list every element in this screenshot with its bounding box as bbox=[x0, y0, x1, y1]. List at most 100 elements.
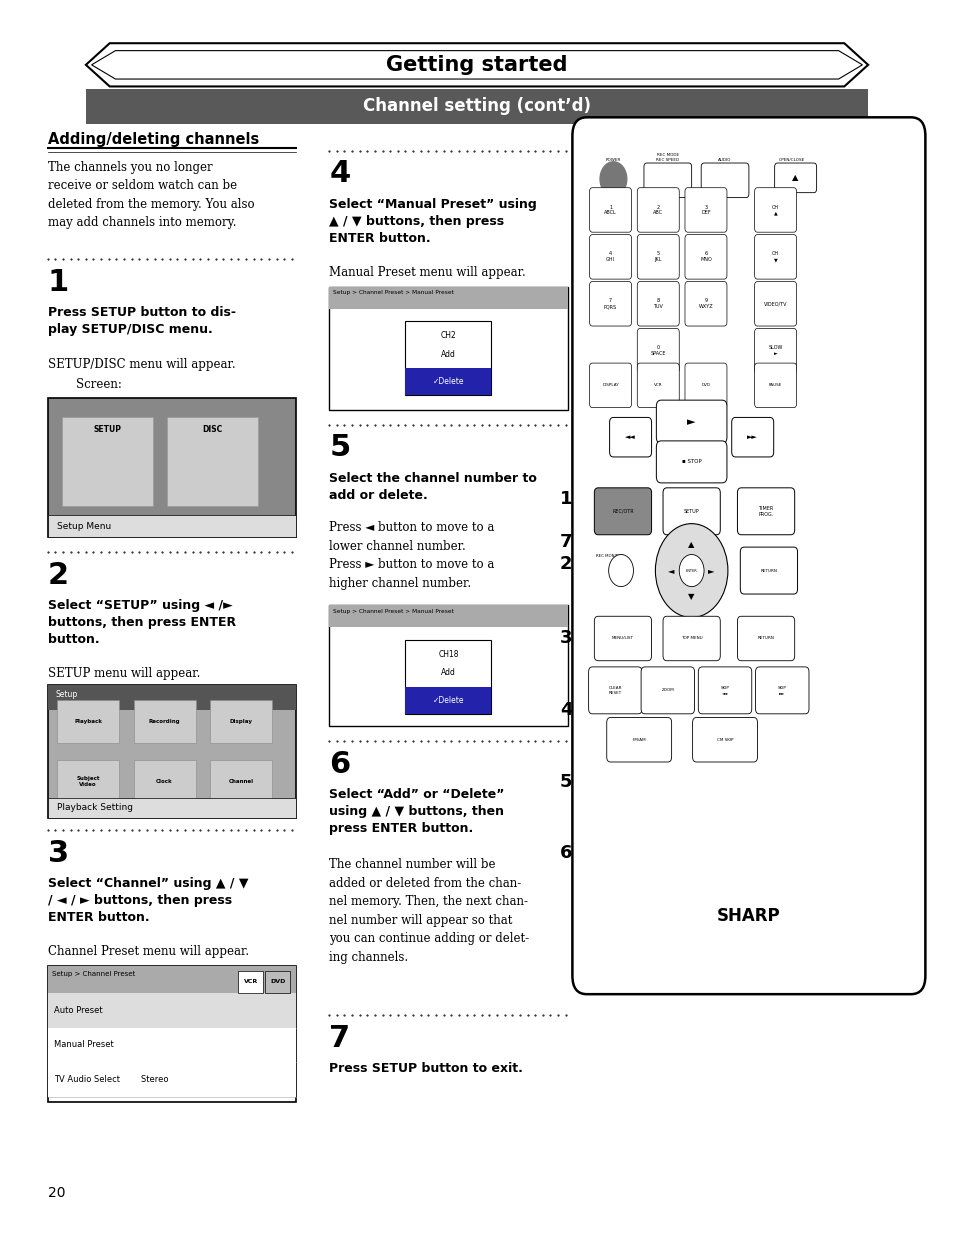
FancyBboxPatch shape bbox=[86, 89, 867, 124]
Text: Channel: Channel bbox=[228, 778, 253, 784]
Text: 7
PQRS: 7 PQRS bbox=[603, 299, 617, 309]
FancyBboxPatch shape bbox=[643, 163, 691, 198]
FancyBboxPatch shape bbox=[48, 993, 295, 1028]
Text: Press ◄ button to move to a
lower channel number.
Press ► button to move to a
hi: Press ◄ button to move to a lower channe… bbox=[329, 521, 494, 589]
Text: VCR: VCR bbox=[244, 979, 257, 984]
Text: DVD: DVD bbox=[270, 979, 285, 984]
Text: Select “Manual Preset” using
▲ / ▼ buttons, then press
ENTER button.: Select “Manual Preset” using ▲ / ▼ butto… bbox=[329, 198, 537, 245]
FancyBboxPatch shape bbox=[656, 400, 726, 443]
Text: SHARP: SHARP bbox=[717, 908, 780, 925]
Text: OPEN/CLOSE: OPEN/CLOSE bbox=[778, 158, 804, 162]
Text: 7: 7 bbox=[329, 1024, 350, 1052]
Circle shape bbox=[608, 555, 633, 587]
Text: Press SETUP button to exit.: Press SETUP button to exit. bbox=[329, 1062, 522, 1076]
Text: SKIP
►►: SKIP ►► bbox=[777, 687, 786, 694]
FancyBboxPatch shape bbox=[754, 188, 796, 232]
FancyBboxPatch shape bbox=[589, 235, 631, 279]
FancyBboxPatch shape bbox=[609, 417, 651, 457]
FancyBboxPatch shape bbox=[606, 718, 671, 762]
Text: Setup > Channel Preset > Manual Preset: Setup > Channel Preset > Manual Preset bbox=[333, 609, 454, 614]
Text: SETUP/DISC menu will appear.: SETUP/DISC menu will appear. bbox=[48, 358, 235, 372]
Text: Recording: Recording bbox=[149, 719, 180, 725]
Text: POWER: POWER bbox=[605, 158, 620, 162]
Text: VCR: VCR bbox=[653, 383, 662, 388]
FancyBboxPatch shape bbox=[210, 700, 272, 743]
FancyBboxPatch shape bbox=[662, 488, 720, 535]
Text: Select the channel number to
add or delete.: Select the channel number to add or dele… bbox=[329, 472, 537, 501]
Text: Display: Display bbox=[229, 719, 253, 725]
Text: SLOW
►: SLOW ► bbox=[767, 346, 782, 356]
FancyBboxPatch shape bbox=[737, 616, 794, 661]
Text: ▲: ▲ bbox=[792, 173, 798, 183]
Text: ►►: ►► bbox=[746, 435, 758, 440]
Text: The channels you no longer
receive or seldom watch can be
deleted from the memor: The channels you no longer receive or se… bbox=[48, 161, 254, 228]
Text: MENU/LIST: MENU/LIST bbox=[611, 636, 634, 641]
Circle shape bbox=[599, 162, 626, 196]
Text: REC MONITOR: REC MONITOR bbox=[596, 553, 623, 558]
Text: Manual Preset menu will appear.: Manual Preset menu will appear. bbox=[329, 266, 525, 279]
FancyBboxPatch shape bbox=[48, 685, 295, 710]
Text: 6: 6 bbox=[329, 750, 350, 778]
FancyBboxPatch shape bbox=[684, 363, 726, 408]
Text: Press SETUP button to dis-
play SETUP/DISC menu.: Press SETUP button to dis- play SETUP/DI… bbox=[48, 306, 235, 336]
Text: Getting started: Getting started bbox=[386, 54, 567, 75]
Text: TIMER
PROG.: TIMER PROG. bbox=[758, 506, 773, 516]
Text: ▲: ▲ bbox=[688, 540, 694, 550]
Text: ►: ► bbox=[708, 566, 714, 576]
Circle shape bbox=[655, 524, 727, 618]
Text: 6: 6 bbox=[559, 845, 572, 862]
Text: RETURN: RETURN bbox=[757, 636, 774, 641]
Text: 6
MNO: 6 MNO bbox=[700, 252, 711, 262]
Text: Clock: Clock bbox=[156, 778, 172, 784]
Text: 1: 1 bbox=[48, 268, 69, 296]
Text: Add: Add bbox=[440, 668, 456, 677]
Text: 20: 20 bbox=[48, 1187, 65, 1200]
FancyBboxPatch shape bbox=[588, 667, 641, 714]
Text: SETUP: SETUP bbox=[683, 509, 699, 514]
Text: ENTER: ENTER bbox=[685, 568, 697, 573]
Text: 9
WXYZ: 9 WXYZ bbox=[698, 299, 713, 309]
Text: Adding/deleting channels: Adding/deleting channels bbox=[48, 132, 258, 147]
Text: ✓Delete: ✓Delete bbox=[432, 695, 464, 705]
FancyBboxPatch shape bbox=[774, 163, 816, 193]
FancyBboxPatch shape bbox=[238, 971, 263, 993]
Text: Select “Add” or “Delete”
using ▲ / ▼ buttons, then
press ENTER button.: Select “Add” or “Delete” using ▲ / ▼ but… bbox=[329, 788, 504, 835]
FancyBboxPatch shape bbox=[405, 687, 491, 714]
Text: 8
TUV: 8 TUV bbox=[653, 299, 662, 309]
FancyBboxPatch shape bbox=[265, 971, 290, 993]
Text: TV Audio Select        Stereo: TV Audio Select Stereo bbox=[54, 1074, 169, 1084]
Text: REC/OTR: REC/OTR bbox=[612, 509, 633, 514]
Text: AUDIO: AUDIO bbox=[718, 158, 731, 162]
Text: 1: 1 bbox=[559, 490, 572, 508]
FancyBboxPatch shape bbox=[637, 363, 679, 408]
Text: Auto Preset: Auto Preset bbox=[54, 1005, 103, 1015]
Text: ▼: ▼ bbox=[688, 592, 694, 601]
Text: CH18: CH18 bbox=[437, 650, 458, 658]
FancyBboxPatch shape bbox=[698, 667, 751, 714]
Text: Channel Preset menu will appear.: Channel Preset menu will appear. bbox=[48, 945, 249, 958]
Text: Manual Preset: Manual Preset bbox=[54, 1040, 114, 1050]
FancyBboxPatch shape bbox=[57, 700, 119, 743]
Text: CM SKIP: CM SKIP bbox=[716, 737, 733, 742]
FancyBboxPatch shape bbox=[700, 163, 748, 198]
Text: VIDEO/TV: VIDEO/TV bbox=[763, 301, 786, 306]
FancyBboxPatch shape bbox=[48, 1062, 295, 1097]
FancyBboxPatch shape bbox=[57, 760, 119, 803]
Text: REC MODE
REC SPEED: REC MODE REC SPEED bbox=[656, 153, 679, 162]
Text: 2
ABC: 2 ABC bbox=[653, 205, 662, 215]
Text: DVD: DVD bbox=[700, 383, 710, 388]
Text: Subject
Video: Subject Video bbox=[76, 776, 100, 787]
FancyBboxPatch shape bbox=[754, 363, 796, 408]
FancyBboxPatch shape bbox=[329, 605, 567, 726]
Text: 5: 5 bbox=[559, 773, 572, 790]
FancyBboxPatch shape bbox=[329, 605, 567, 627]
FancyBboxPatch shape bbox=[589, 188, 631, 232]
Text: Playback Setting: Playback Setting bbox=[57, 803, 133, 813]
Text: ZOOM: ZOOM bbox=[660, 688, 674, 693]
FancyBboxPatch shape bbox=[62, 417, 152, 506]
Text: SETUP menu will appear.: SETUP menu will appear. bbox=[48, 667, 200, 680]
Text: 1
ABCL: 1 ABCL bbox=[603, 205, 617, 215]
Text: RETURN: RETURN bbox=[760, 568, 777, 573]
Text: CLEAR
RESET: CLEAR RESET bbox=[608, 687, 621, 694]
FancyBboxPatch shape bbox=[48, 398, 295, 537]
